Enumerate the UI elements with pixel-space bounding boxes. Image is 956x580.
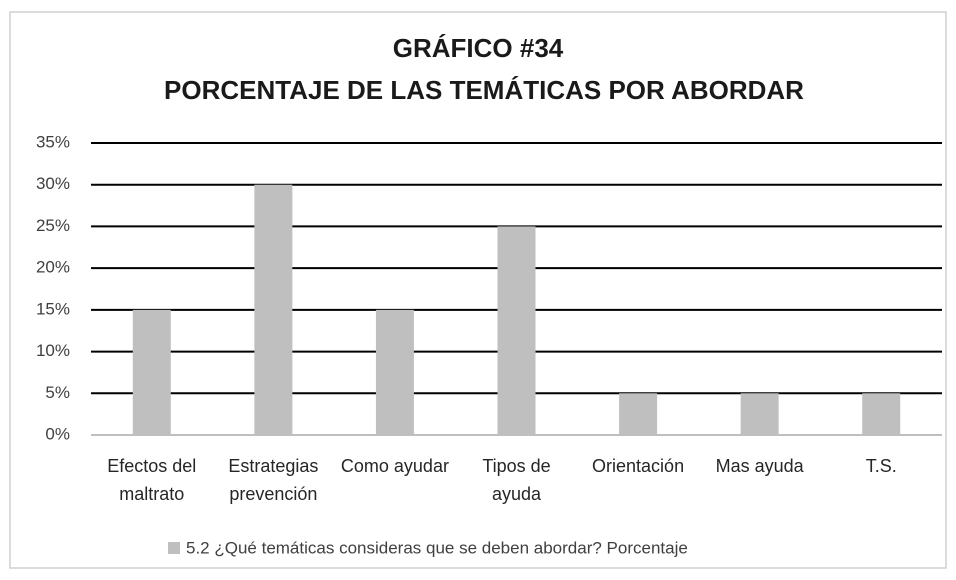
x-tick-label: T.S. xyxy=(865,456,897,476)
y-tick-label: 20% xyxy=(36,258,70,277)
bar xyxy=(375,309,414,435)
x-tick-label: Orientación xyxy=(592,456,685,476)
x-tick-label: Estrategias prevención xyxy=(228,456,319,504)
y-tick-label: 35% xyxy=(36,132,70,151)
y-tick-label: 5% xyxy=(45,383,70,402)
chart-border xyxy=(9,11,947,569)
chart-subtitle: PORCENTAJE DE LAS TEMÁTICAS POR ABORDAR xyxy=(164,75,804,105)
bar xyxy=(619,393,658,435)
x-tick-label: Tipos de ayuda xyxy=(482,456,551,504)
y-tick-label: 10% xyxy=(36,341,70,360)
bar xyxy=(254,184,293,435)
y-tick-label: 30% xyxy=(36,174,70,193)
bar xyxy=(740,393,779,435)
bar xyxy=(497,226,536,435)
bar xyxy=(132,309,171,435)
x-tick-label: Como ayudar xyxy=(340,456,449,476)
y-tick-label: 25% xyxy=(36,216,70,235)
legend-label: 5.2 ¿Qué temáticas consideras que se deb… xyxy=(186,538,688,557)
y-tick-label: 0% xyxy=(45,424,70,443)
bar xyxy=(862,393,901,435)
legend-swatch xyxy=(168,542,180,554)
y-tick-label: 15% xyxy=(36,299,70,318)
x-tick-label: Efectos del maltrato xyxy=(107,456,197,504)
x-tick-label: Mas ayuda xyxy=(715,456,804,476)
chart-title: GRÁFICO #34 xyxy=(393,33,564,63)
